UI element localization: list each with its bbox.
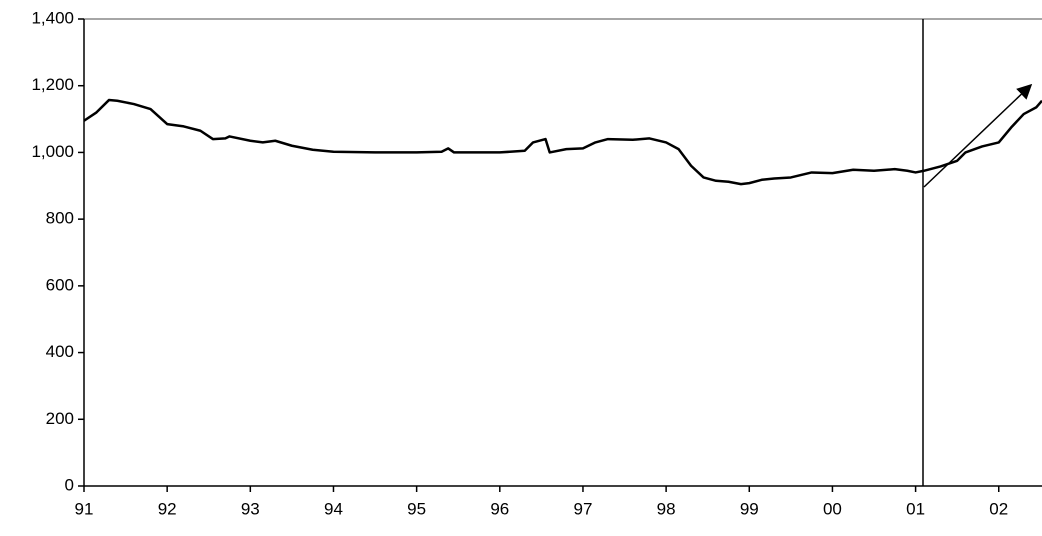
- x-tick-label: 98: [657, 499, 676, 518]
- y-tick-label: 1,000: [31, 142, 74, 161]
- x-tick-label: 94: [324, 499, 343, 518]
- x-tick-label: 96: [490, 499, 509, 518]
- y-tick-label: 0: [65, 475, 74, 494]
- x-tick-label: 93: [241, 499, 260, 518]
- x-tick-label: 02: [989, 499, 1008, 518]
- x-tick-label: 91: [75, 499, 94, 518]
- x-tick-label: 00: [823, 499, 842, 518]
- y-tick-label: 200: [46, 409, 74, 428]
- x-tick-label: 97: [573, 499, 592, 518]
- x-tick-label: 95: [407, 499, 426, 518]
- y-tick-label: 400: [46, 342, 74, 361]
- y-tick-label: 1,400: [31, 8, 74, 27]
- y-tick-label: 800: [46, 209, 74, 228]
- line-series: [83, 98, 1042, 186]
- trend-arrow: [923, 83, 1033, 188]
- x-tick-label: 01: [906, 499, 925, 518]
- x-tick-label: 99: [740, 499, 759, 518]
- y-tick-label: 1,200: [31, 75, 74, 94]
- x-tick-label: 92: [158, 499, 177, 518]
- y-tick-label: 600: [46, 275, 74, 294]
